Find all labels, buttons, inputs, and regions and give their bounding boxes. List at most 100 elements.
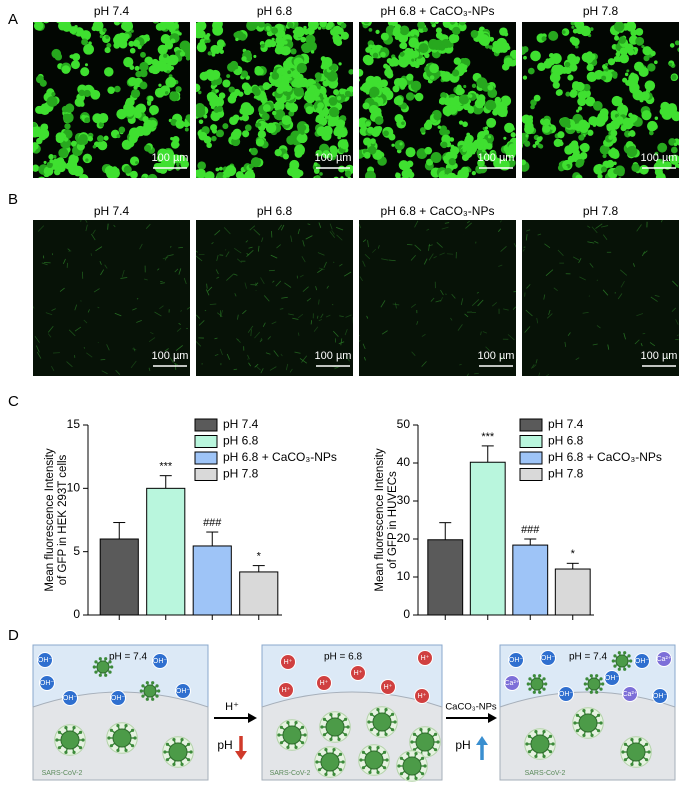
cell-blob [536,136,542,143]
cell-blob [563,66,571,74]
cell-blob [583,83,591,92]
ion-label: OH⁻ [176,688,191,695]
cell-blob [133,85,138,90]
cell-fiber [445,293,447,295]
cell-blob [285,100,296,111]
cell-blob [139,81,148,90]
cell-blob [392,30,399,37]
cell-blob [291,69,301,79]
virus-spike-tip [72,725,76,730]
cell-blob [447,178,451,182]
ion-label: Ca²⁺ [623,691,638,698]
ion-label: OH⁻ [653,693,668,700]
cell-fiber [329,223,333,230]
significance: *** [159,461,173,473]
cell-fiber [299,358,308,364]
cell-blob [450,166,454,170]
y-tick-label: 40 [397,455,411,469]
cell-fiber [148,337,156,343]
virus-spike-tip [317,752,322,756]
virus-spike-tip [420,756,425,760]
cell-fiber [175,345,183,351]
micrograph [196,220,353,376]
cell-fiber [477,299,484,307]
cell-blob [417,155,422,159]
cell-blob [600,166,607,173]
cell-fiber [530,364,535,369]
virus-body [96,660,110,674]
virus-spike-tip [638,762,642,767]
cell-blob [503,136,507,140]
cell-fiber [587,225,591,229]
cell-blob [123,57,134,68]
cell-fiber [132,308,137,311]
cell-blob [315,96,321,102]
cell-blob [51,92,56,97]
virus-spike-tip [376,770,380,775]
cell-blob [471,170,476,176]
ph-arrow-head [235,751,247,760]
virus-spike-tip [599,721,603,725]
cell-fiber [339,263,343,267]
cell-fiber [133,347,136,352]
cell-blob [482,149,486,153]
cell-fiber [186,306,190,310]
cell-blob [367,145,377,155]
cell-blob [52,158,60,166]
cell-blob [525,134,529,138]
virus-spike-tip [92,665,96,669]
virus-spike-tip [419,727,423,732]
virus-spike-tip [124,723,128,728]
cell-blob [134,111,142,119]
virus-spike-tip [406,776,410,781]
cell-fiber [336,234,343,241]
cell-blob [235,37,239,42]
cell-blob [196,168,206,178]
cell-blob [551,64,562,75]
virus-spike-tip [544,682,548,686]
cell-blob [63,137,69,142]
cell-blob [154,87,165,98]
virus-spike-tip [303,733,307,737]
cell-blob [33,146,37,153]
cell-fiber [428,253,434,261]
scale-bar-label: 100 µm [152,350,189,362]
virus-spike-tip [376,745,380,750]
cell-blob [333,176,339,178]
virus-spike-tip [423,764,427,768]
cell-fiber [299,274,304,278]
cell-blob [556,89,563,96]
virus-spike-tip [532,690,536,694]
cell-blob [444,158,449,164]
cell-blob [265,122,277,134]
cell-blob [391,22,398,27]
cell-fiber [248,246,253,249]
cell-fiber [362,343,366,350]
cell-fiber [270,254,278,259]
legend-swatch [194,451,218,465]
cell-fiber [460,298,464,306]
cell-blob [557,131,565,139]
cell-blob [99,34,104,39]
cell-fiber [196,250,198,253]
cell-fiber [594,240,599,244]
cell-blob [328,66,333,70]
cell-blob [647,120,658,132]
cell-fiber [440,297,443,302]
cell-blob [130,88,141,99]
cell-blob [141,176,146,178]
cell-blob [543,59,553,69]
virus-spike-tip [189,750,193,754]
cell-fiber [154,311,162,317]
cell-fiber [466,373,469,376]
significance: *** [481,431,495,443]
cell-fiber [359,276,363,282]
virus-spike-tip [294,745,298,750]
cell-fiber [416,320,419,325]
virus-spike-tip [542,677,546,681]
cell-fiber [104,264,108,269]
cell-blob [344,170,352,178]
virus-spike-tip [397,764,401,768]
virus-spike-tip [385,758,389,762]
cell-blob [574,123,583,132]
